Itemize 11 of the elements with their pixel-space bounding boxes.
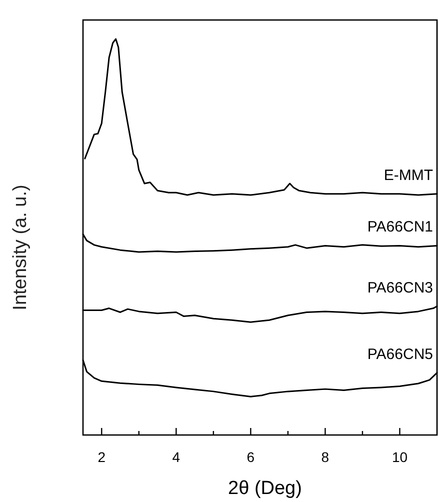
- x-tick-label: 2: [98, 449, 106, 465]
- series-label: PA66CN1: [367, 218, 433, 236]
- series-label: PA66CN5: [367, 346, 433, 363]
- x-axis-title: 2θ (Deg): [228, 478, 302, 499]
- x-tick-label: 4: [172, 449, 180, 465]
- y-axis-title: Intensity (a. u.): [10, 184, 31, 310]
- series-label: E-MMT: [384, 166, 433, 184]
- x-tick-label: 6: [246, 449, 255, 465]
- series-label: PA66CN3: [367, 279, 433, 296]
- x-tick-label: 10: [392, 449, 408, 465]
- x-tick-label: 8: [321, 449, 330, 465]
